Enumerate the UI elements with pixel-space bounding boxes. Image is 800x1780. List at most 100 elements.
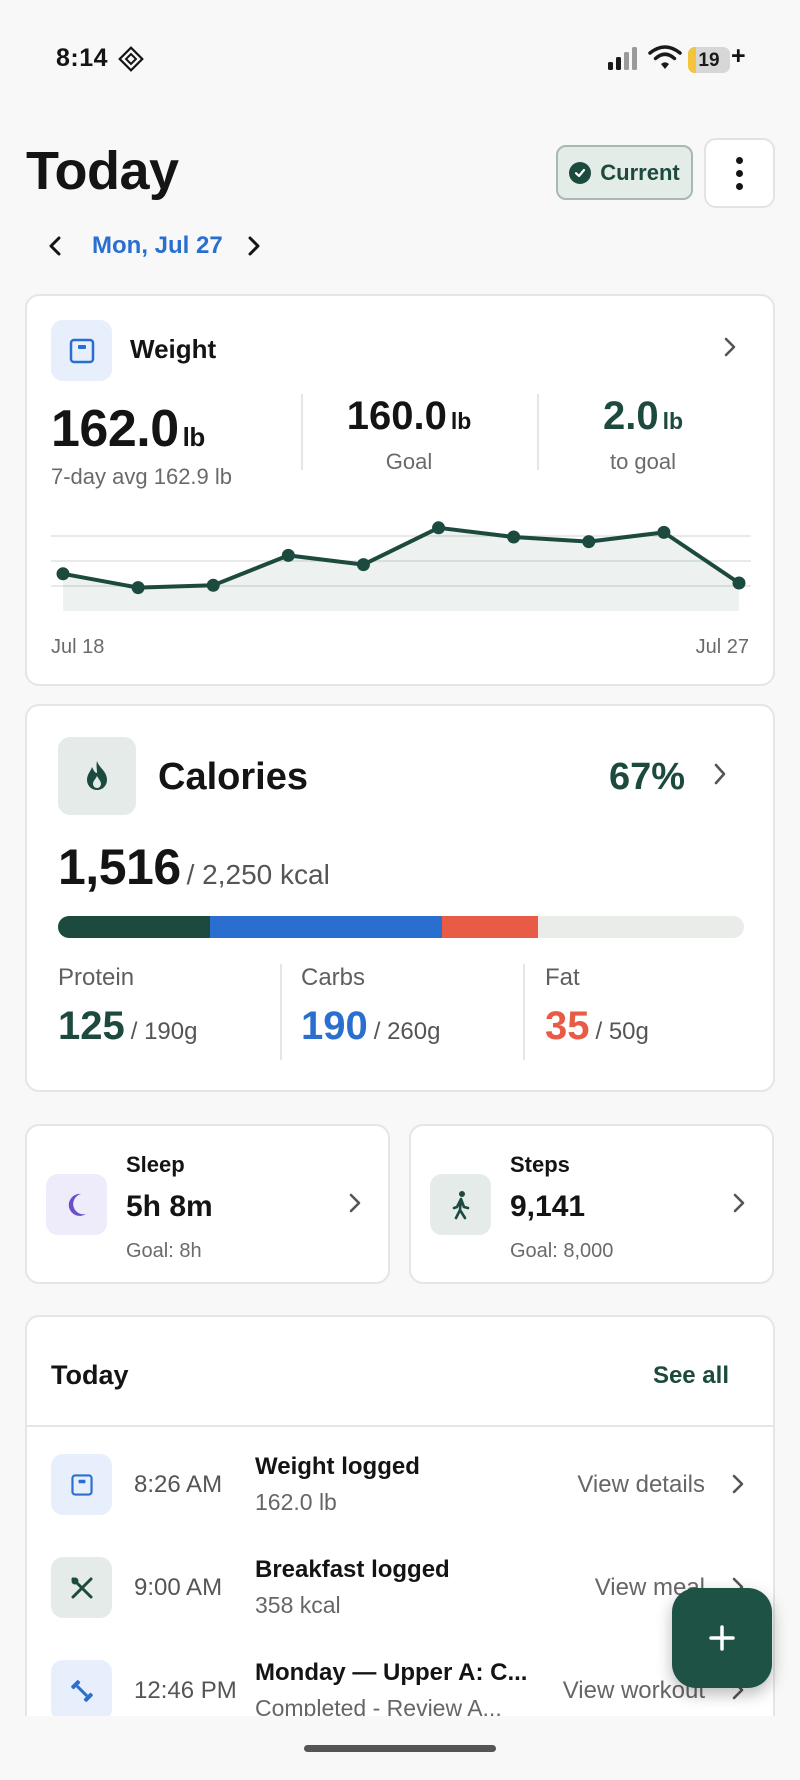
sleep-goal: Goal: 8h [126, 1240, 202, 1262]
chart-area [63, 527, 739, 611]
goal-weight-value: 160.0 [346, 394, 447, 438]
chart-point [131, 581, 145, 595]
scale-icon [51, 320, 112, 381]
sleep-value: 5h 8m [126, 1190, 213, 1223]
battery-level [688, 47, 696, 73]
divider [537, 394, 539, 470]
date-navigator: Mon, Jul 27 [40, 228, 269, 264]
flame-icon [58, 737, 136, 815]
log-row-breakfast[interactable]: 9:00 AM Breakfast logged 358 kcal View m… [27, 1552, 773, 1622]
charging-plus: + [731, 42, 746, 70]
weight-title: Weight [130, 334, 217, 364]
scale-icon [51, 1454, 112, 1515]
to-goal-value: 2.0 [602, 394, 659, 438]
goal-weight-unit: lb [450, 408, 472, 434]
macro-value: 190 [301, 1004, 368, 1048]
chevron-right-icon [349, 1193, 361, 1213]
current-weight-value: 162.0 [51, 400, 179, 458]
status-bar: 8:14 19 + [0, 0, 800, 110]
log-row-weight[interactable]: 8:26 AM Weight logged 162.0 lb View deta… [27, 1449, 773, 1519]
steps-card[interactable]: Steps 9,141 Goal: 8,000 [409, 1124, 774, 1284]
weight-to-goal: 2.0 lb to goal [537, 394, 749, 475]
goal-weight: 160.0 lb Goal [303, 394, 515, 475]
log-title: Breakfast logged [255, 1556, 450, 1583]
macro-target: / 50g [595, 1018, 649, 1045]
macro-fat: Fat 35/ 50g [545, 964, 765, 1049]
weight-7day-avg: 7-day avg 162.9 lb [51, 464, 233, 489]
steps-goal: Goal: 8,000 [510, 1240, 614, 1262]
chart-x-end: Jul 27 [695, 636, 749, 658]
chevron-right-icon [732, 1474, 744, 1494]
add-entry-button[interactable] [672, 1588, 772, 1688]
calories-title: Calories [158, 756, 308, 798]
chart-point [507, 530, 521, 544]
chevron-right-icon [248, 236, 260, 256]
previous-day-button[interactable] [40, 228, 70, 264]
status-time: 8:14 [56, 44, 109, 72]
today-log-card: Today See all 8:26 AM Weight logged 162.… [25, 1315, 775, 1780]
weight-card[interactable]: Weight 162.0 lb 7-day avg 162.9 lb 160.0 l… [25, 294, 775, 686]
page-title: Today [26, 141, 179, 201]
log-row-workout[interactable]: 12:46 PM Monday — Upper A: C... Complete… [27, 1655, 773, 1725]
steps-value: 9,141 [510, 1190, 586, 1223]
calories-consumed: 1,516/ 2,250 kcal [58, 838, 330, 896]
log-time: 9:00 AM [134, 1574, 223, 1601]
current-weight: 162.0 lb [51, 399, 205, 459]
chart-point [732, 576, 746, 590]
macro-carbs: Carbs 190/ 260g [301, 964, 521, 1049]
walking-icon [430, 1174, 491, 1235]
sleep-card[interactable]: Sleep 5h 8m Goal: 8h [25, 1124, 390, 1284]
see-all-link[interactable]: See all [652, 1362, 729, 1389]
calories-value: 1,516 [58, 839, 181, 895]
log-subtitle: 162.0 lb [255, 1489, 337, 1515]
current-badge[interactable]: Current [556, 145, 693, 200]
wifi-icon [648, 45, 682, 69]
chevron-right-icon [724, 337, 736, 357]
calories-progress-bar [58, 916, 744, 938]
divider [27, 1425, 773, 1427]
chevron-right-icon [733, 1193, 745, 1213]
more-options-button[interactable] [704, 138, 775, 208]
check-circle-icon [569, 161, 592, 184]
next-day-button[interactable] [239, 228, 269, 264]
calories-bar-carbs [210, 916, 443, 938]
weight-trend-chart [51, 521, 751, 611]
macro-value: 35 [545, 1004, 590, 1048]
more-vertical-icon [736, 156, 743, 164]
goal-weight-label: Goal [385, 449, 433, 474]
chevron-right-icon [714, 763, 726, 785]
current-weight-unit: lb [182, 422, 206, 452]
sleep-label: Sleep [126, 1152, 185, 1177]
macro-label: Protein [58, 964, 135, 991]
divider [280, 964, 282, 1060]
current-date[interactable]: Mon, Jul 27 [92, 232, 223, 259]
notification-icon [118, 46, 144, 72]
calories-percent: 67% [609, 756, 686, 798]
macro-value: 125 [58, 1004, 125, 1048]
chart-point [206, 578, 220, 592]
divider [523, 964, 525, 1060]
chart-point [582, 535, 596, 549]
chart-point [281, 548, 295, 562]
current-badge-label: Current [600, 159, 680, 185]
signal-icon [608, 47, 637, 70]
home-indicator[interactable] [304, 1745, 496, 1752]
chart-point [657, 525, 671, 539]
moon-icon [46, 1174, 107, 1235]
divider [301, 394, 303, 470]
log-subtitle: 358 kcal [255, 1592, 341, 1618]
macro-protein: Protein 125/ 190g [58, 964, 278, 1049]
chevron-left-icon [49, 236, 61, 256]
battery-icon: 19 [688, 47, 730, 73]
macro-target: / 260g [373, 1018, 441, 1045]
chart-x-start: Jul 18 [51, 636, 105, 658]
calories-target: / 2,250 kcal [186, 859, 330, 890]
calories-bar-fat [442, 916, 539, 938]
calories-card[interactable]: Calories 67% 1,516/ 2,250 kcal Protein 1… [25, 704, 775, 1092]
utensils-icon [51, 1557, 112, 1618]
log-time: 12:46 PM [134, 1677, 237, 1704]
to-goal-label: to goal [609, 449, 677, 474]
macro-label: Carbs [301, 964, 366, 991]
view-details-link[interactable]: View details [577, 1471, 705, 1498]
macro-label: Fat [545, 964, 580, 991]
